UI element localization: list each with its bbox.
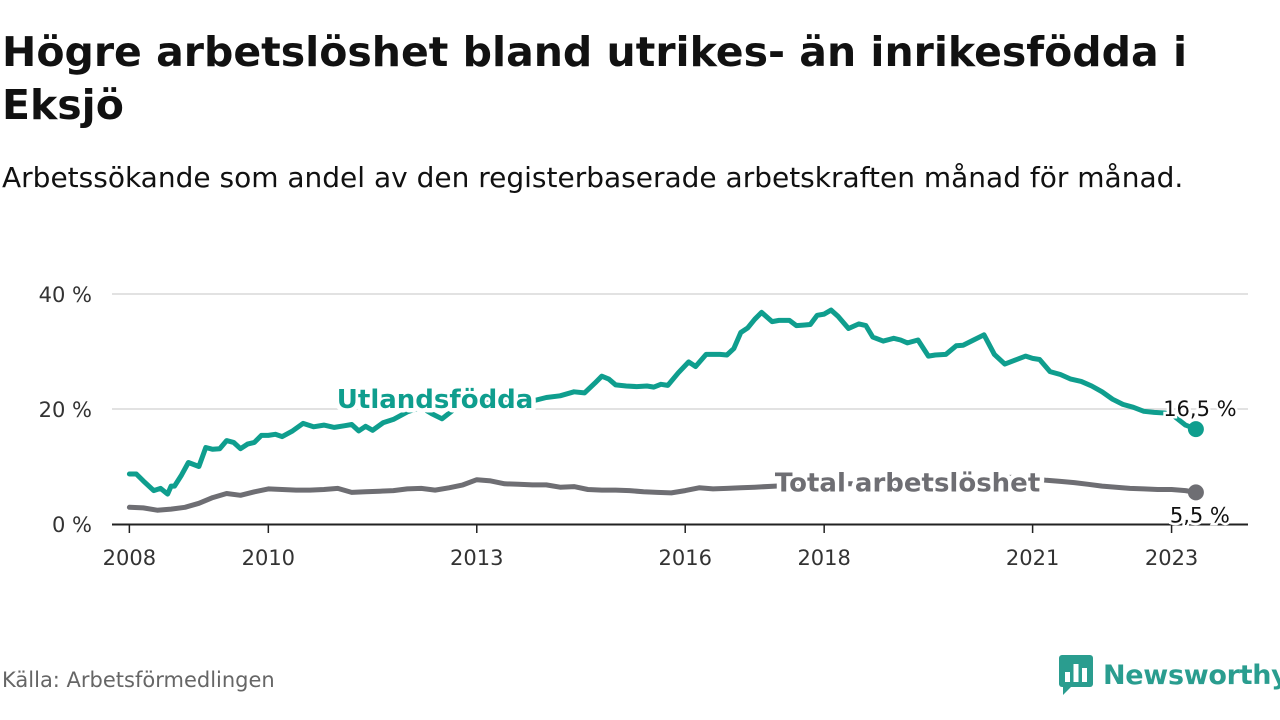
x-tick-label: 2016 <box>658 546 711 570</box>
x-tick-label: 2023 <box>1145 546 1198 570</box>
y-tick-label: 0 % <box>52 513 92 537</box>
series-name-label-total: Total arbetslöshet <box>775 469 1040 499</box>
end-value-label-total: 5,5 % <box>1170 503 1230 527</box>
x-tick-label: 2021 <box>1006 546 1059 570</box>
x-tick-label: 2010 <box>242 546 295 570</box>
x-tick-label: 2018 <box>797 546 850 570</box>
series-line-foreign <box>126 307 1199 497</box>
x-tick-label: 2008 <box>103 546 156 570</box>
chart-subtitle: Arbetssökande som andel av den registerb… <box>2 161 1184 194</box>
brand-logo[interactable]: Newsworthy <box>1059 655 1280 695</box>
end-value-label-foreign: 16,5 % <box>1163 397 1236 421</box>
brand-name: Newsworthy <box>1103 659 1280 691</box>
series-name-label-foreign: Utlandsfödda <box>337 385 534 415</box>
x-axis: 2008 2010 2013 2016 2018 2021 2023 <box>103 523 1248 570</box>
y-tick-label: 20 % <box>39 398 92 422</box>
source-note: Källa: Arbetsförmedlingen <box>2 668 275 692</box>
line-chart: 0 % 20 % 40 % 2008 2010 2013 2016 2018 2021 2023… <box>39 283 1248 570</box>
newsworthy-chart-icon <box>1059 655 1093 695</box>
end-point-total <box>1187 484 1204 501</box>
chart-title: Högre arbetslöshet bland utrikes- än inr… <box>2 28 1187 129</box>
series-labels: Utlandsfödda Total arbetslöshet 16,5 % 5,5 … <box>332 381 1239 530</box>
y-tick-label: 40 % <box>39 283 92 307</box>
end-point-foreign <box>1187 421 1204 438</box>
series-line-total <box>126 474 1199 513</box>
gridlines <box>112 293 1248 410</box>
series-lines <box>126 307 1199 513</box>
y-axis: 0 % 20 % 40 % <box>39 283 92 537</box>
x-tick-label: 2013 <box>450 546 503 570</box>
